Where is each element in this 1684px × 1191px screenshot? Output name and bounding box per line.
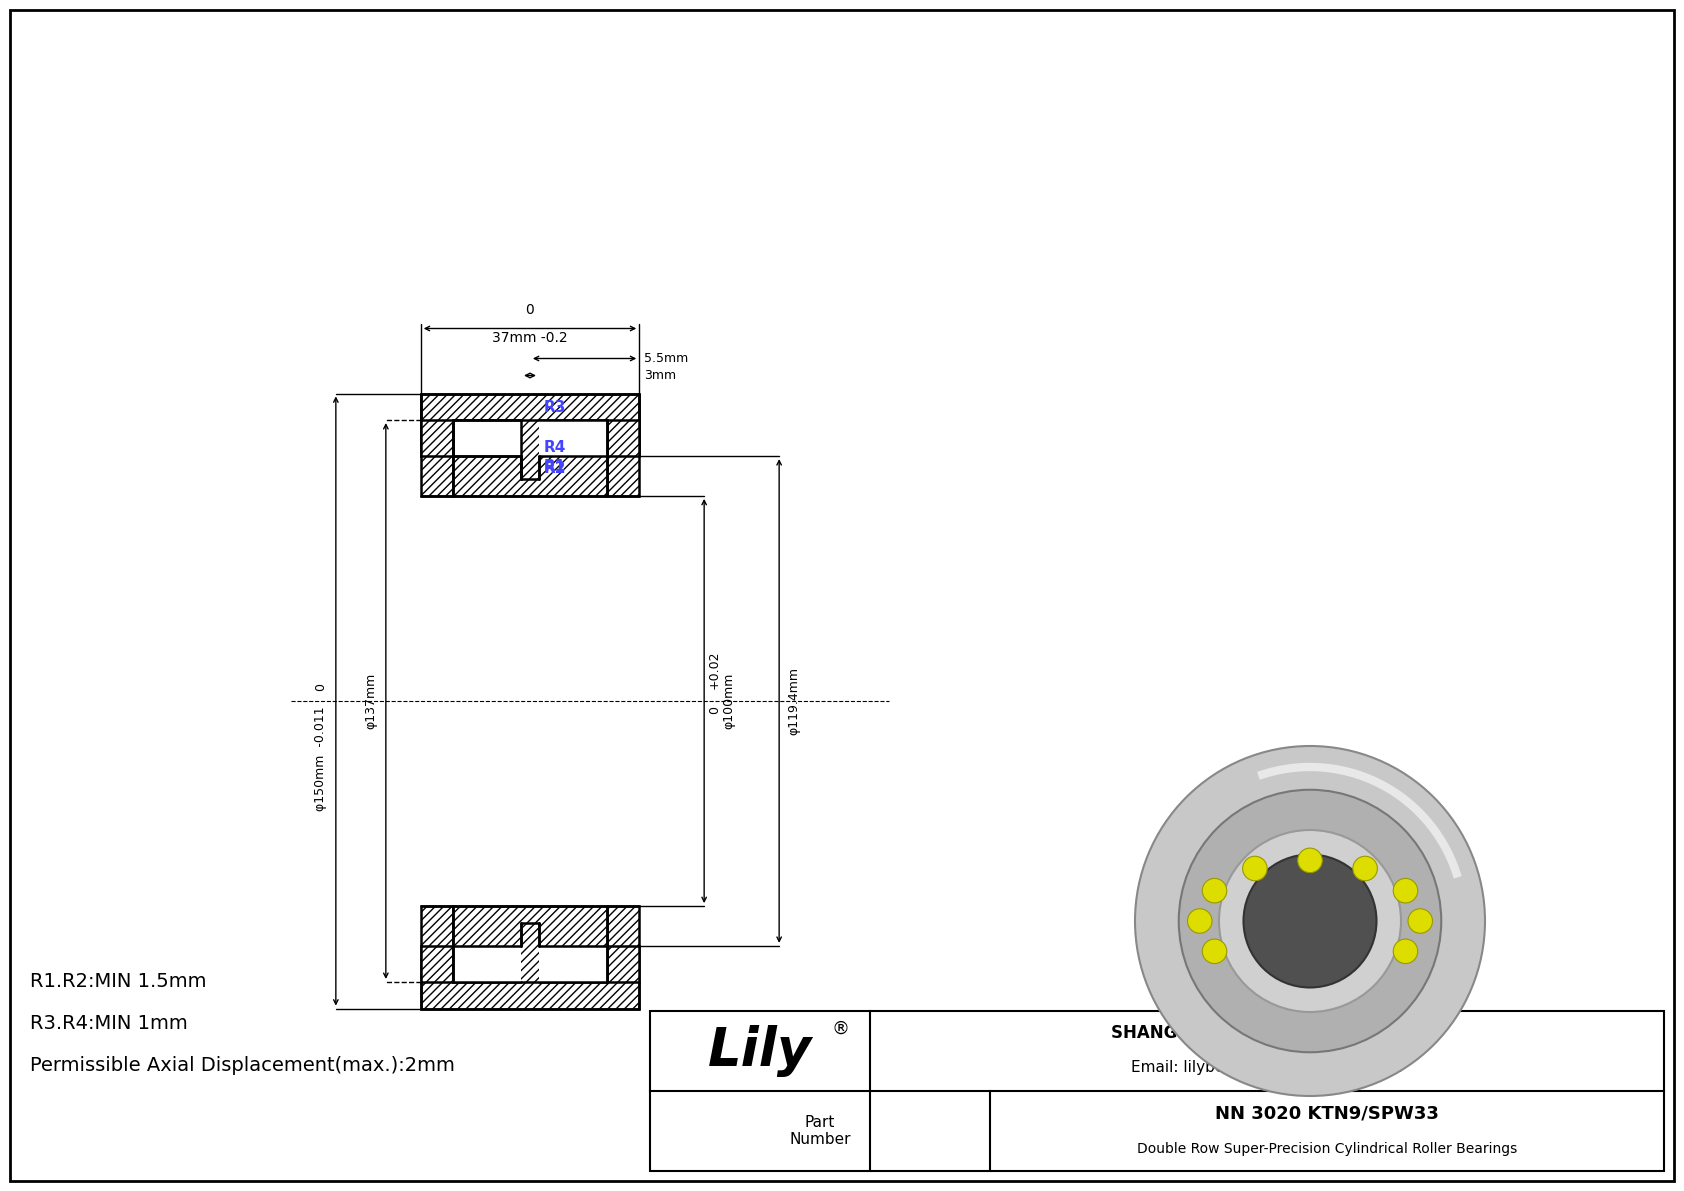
Polygon shape <box>453 946 520 981</box>
Polygon shape <box>539 420 606 456</box>
Circle shape <box>1135 746 1485 1096</box>
Text: R1: R1 <box>544 459 566 474</box>
Circle shape <box>1393 879 1418 903</box>
Circle shape <box>1202 939 1226 964</box>
Text: Part
Number: Part Number <box>790 1115 850 1147</box>
Text: Permissible Axial Displacement(max.):2mm: Permissible Axial Displacement(max.):2mm <box>30 1056 455 1075</box>
Polygon shape <box>421 923 640 1009</box>
Text: φ150mm  -0.011: φ150mm -0.011 <box>315 706 327 811</box>
Polygon shape <box>421 420 453 495</box>
Text: 0: 0 <box>315 682 327 691</box>
Text: R1.R2:MIN 1.5mm: R1.R2:MIN 1.5mm <box>30 972 207 991</box>
Text: R3: R3 <box>544 400 566 416</box>
Text: Lily: Lily <box>707 1025 812 1077</box>
Text: 0: 0 <box>707 706 721 713</box>
Polygon shape <box>453 420 520 479</box>
Text: NN 3020 KTN9/SPW33: NN 3020 KTN9/SPW33 <box>1216 1104 1438 1122</box>
Polygon shape <box>606 420 640 495</box>
Text: 37mm -0.2: 37mm -0.2 <box>492 330 568 344</box>
Circle shape <box>1298 848 1322 873</box>
Circle shape <box>1243 854 1376 987</box>
Polygon shape <box>606 906 640 981</box>
Text: Email: lilybearing@lily-bearing.com: Email: lilybearing@lily-bearing.com <box>1132 1060 1403 1074</box>
Text: R3.R4:MIN 1mm: R3.R4:MIN 1mm <box>30 1014 187 1033</box>
Bar <box>650 1011 1664 1171</box>
Text: 3mm: 3mm <box>645 369 677 382</box>
Text: φ100mm: φ100mm <box>722 673 736 729</box>
Text: SHANGHAI LILY BEARING LIMITED: SHANGHAI LILY BEARING LIMITED <box>1111 1024 1423 1042</box>
Text: R4: R4 <box>544 441 566 455</box>
Circle shape <box>1352 856 1378 880</box>
Text: φ119.4mm: φ119.4mm <box>788 667 800 735</box>
Circle shape <box>1408 909 1433 934</box>
Polygon shape <box>421 393 640 479</box>
Circle shape <box>1187 909 1212 934</box>
Text: +0.02: +0.02 <box>707 650 721 690</box>
Circle shape <box>1179 790 1442 1053</box>
Polygon shape <box>539 946 606 981</box>
Circle shape <box>1202 879 1226 903</box>
Polygon shape <box>453 420 606 495</box>
Text: 5.5mm: 5.5mm <box>645 353 689 364</box>
Text: Double Row Super-Precision Cylindrical Roller Bearings: Double Row Super-Precision Cylindrical R… <box>1137 1142 1517 1156</box>
Polygon shape <box>453 906 606 981</box>
Polygon shape <box>421 906 453 981</box>
Circle shape <box>1243 856 1266 880</box>
Text: ®: ® <box>830 1019 849 1039</box>
Circle shape <box>1219 830 1401 1012</box>
Text: φ137mm: φ137mm <box>364 673 377 729</box>
Circle shape <box>1393 939 1418 964</box>
Text: R2: R2 <box>544 461 566 476</box>
Text: 0: 0 <box>525 303 534 317</box>
